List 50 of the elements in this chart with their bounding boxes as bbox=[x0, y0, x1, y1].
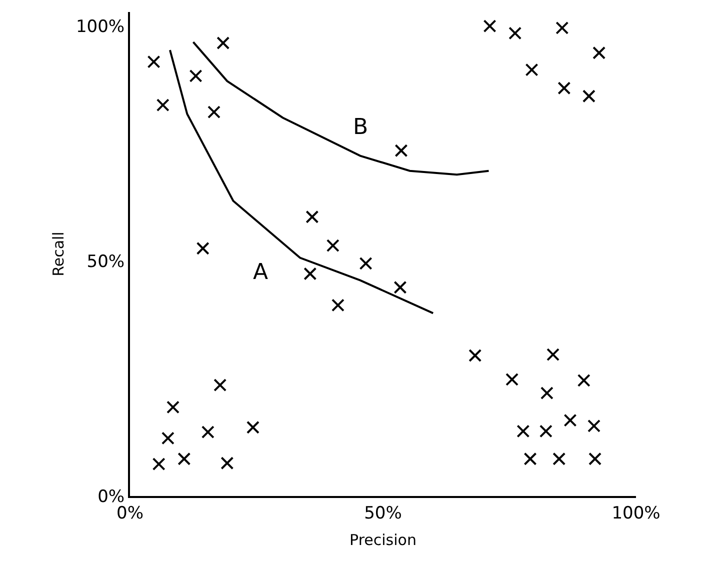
point bbox=[483, 20, 496, 33]
point bbox=[161, 432, 174, 445]
point bbox=[592, 46, 606, 60]
point bbox=[558, 82, 571, 95]
point bbox=[216, 36, 230, 50]
point bbox=[152, 458, 166, 471]
x-tick-label: 100% bbox=[612, 503, 660, 524]
point bbox=[178, 452, 191, 466]
y-axis-title: Recall bbox=[50, 232, 68, 276]
point bbox=[201, 426, 214, 439]
y-tick-label: 50% bbox=[86, 252, 125, 272]
y-tick-label: 100% bbox=[76, 17, 125, 38]
point bbox=[506, 372, 519, 386]
point bbox=[556, 21, 569, 34]
point bbox=[508, 26, 522, 40]
point bbox=[196, 242, 210, 255]
point bbox=[582, 90, 596, 103]
line-series bbox=[192, 41, 490, 176]
point bbox=[468, 349, 482, 362]
point bbox=[306, 210, 319, 224]
point bbox=[326, 239, 340, 252]
point bbox=[220, 456, 234, 470]
point bbox=[246, 420, 260, 434]
x-tick-label: 50% bbox=[364, 503, 402, 524]
point bbox=[539, 424, 552, 438]
point bbox=[577, 374, 590, 387]
series-label: B bbox=[353, 115, 368, 140]
point bbox=[147, 55, 160, 68]
point bbox=[516, 424, 530, 438]
point bbox=[156, 98, 170, 112]
x-axis-title: Precision bbox=[350, 530, 416, 549]
point bbox=[588, 419, 600, 432]
point bbox=[524, 452, 537, 466]
point bbox=[189, 69, 202, 82]
point bbox=[208, 106, 220, 119]
point bbox=[304, 267, 317, 280]
line-series bbox=[168, 49, 434, 314]
point bbox=[525, 63, 538, 76]
point bbox=[331, 298, 344, 312]
point bbox=[394, 280, 407, 294]
point bbox=[552, 452, 566, 466]
point bbox=[214, 378, 227, 392]
point bbox=[588, 452, 602, 466]
point bbox=[166, 400, 180, 414]
series-label: A bbox=[253, 260, 268, 285]
point bbox=[394, 144, 408, 158]
point bbox=[359, 256, 372, 270]
point bbox=[546, 348, 560, 362]
point bbox=[540, 386, 554, 400]
point bbox=[564, 414, 577, 427]
